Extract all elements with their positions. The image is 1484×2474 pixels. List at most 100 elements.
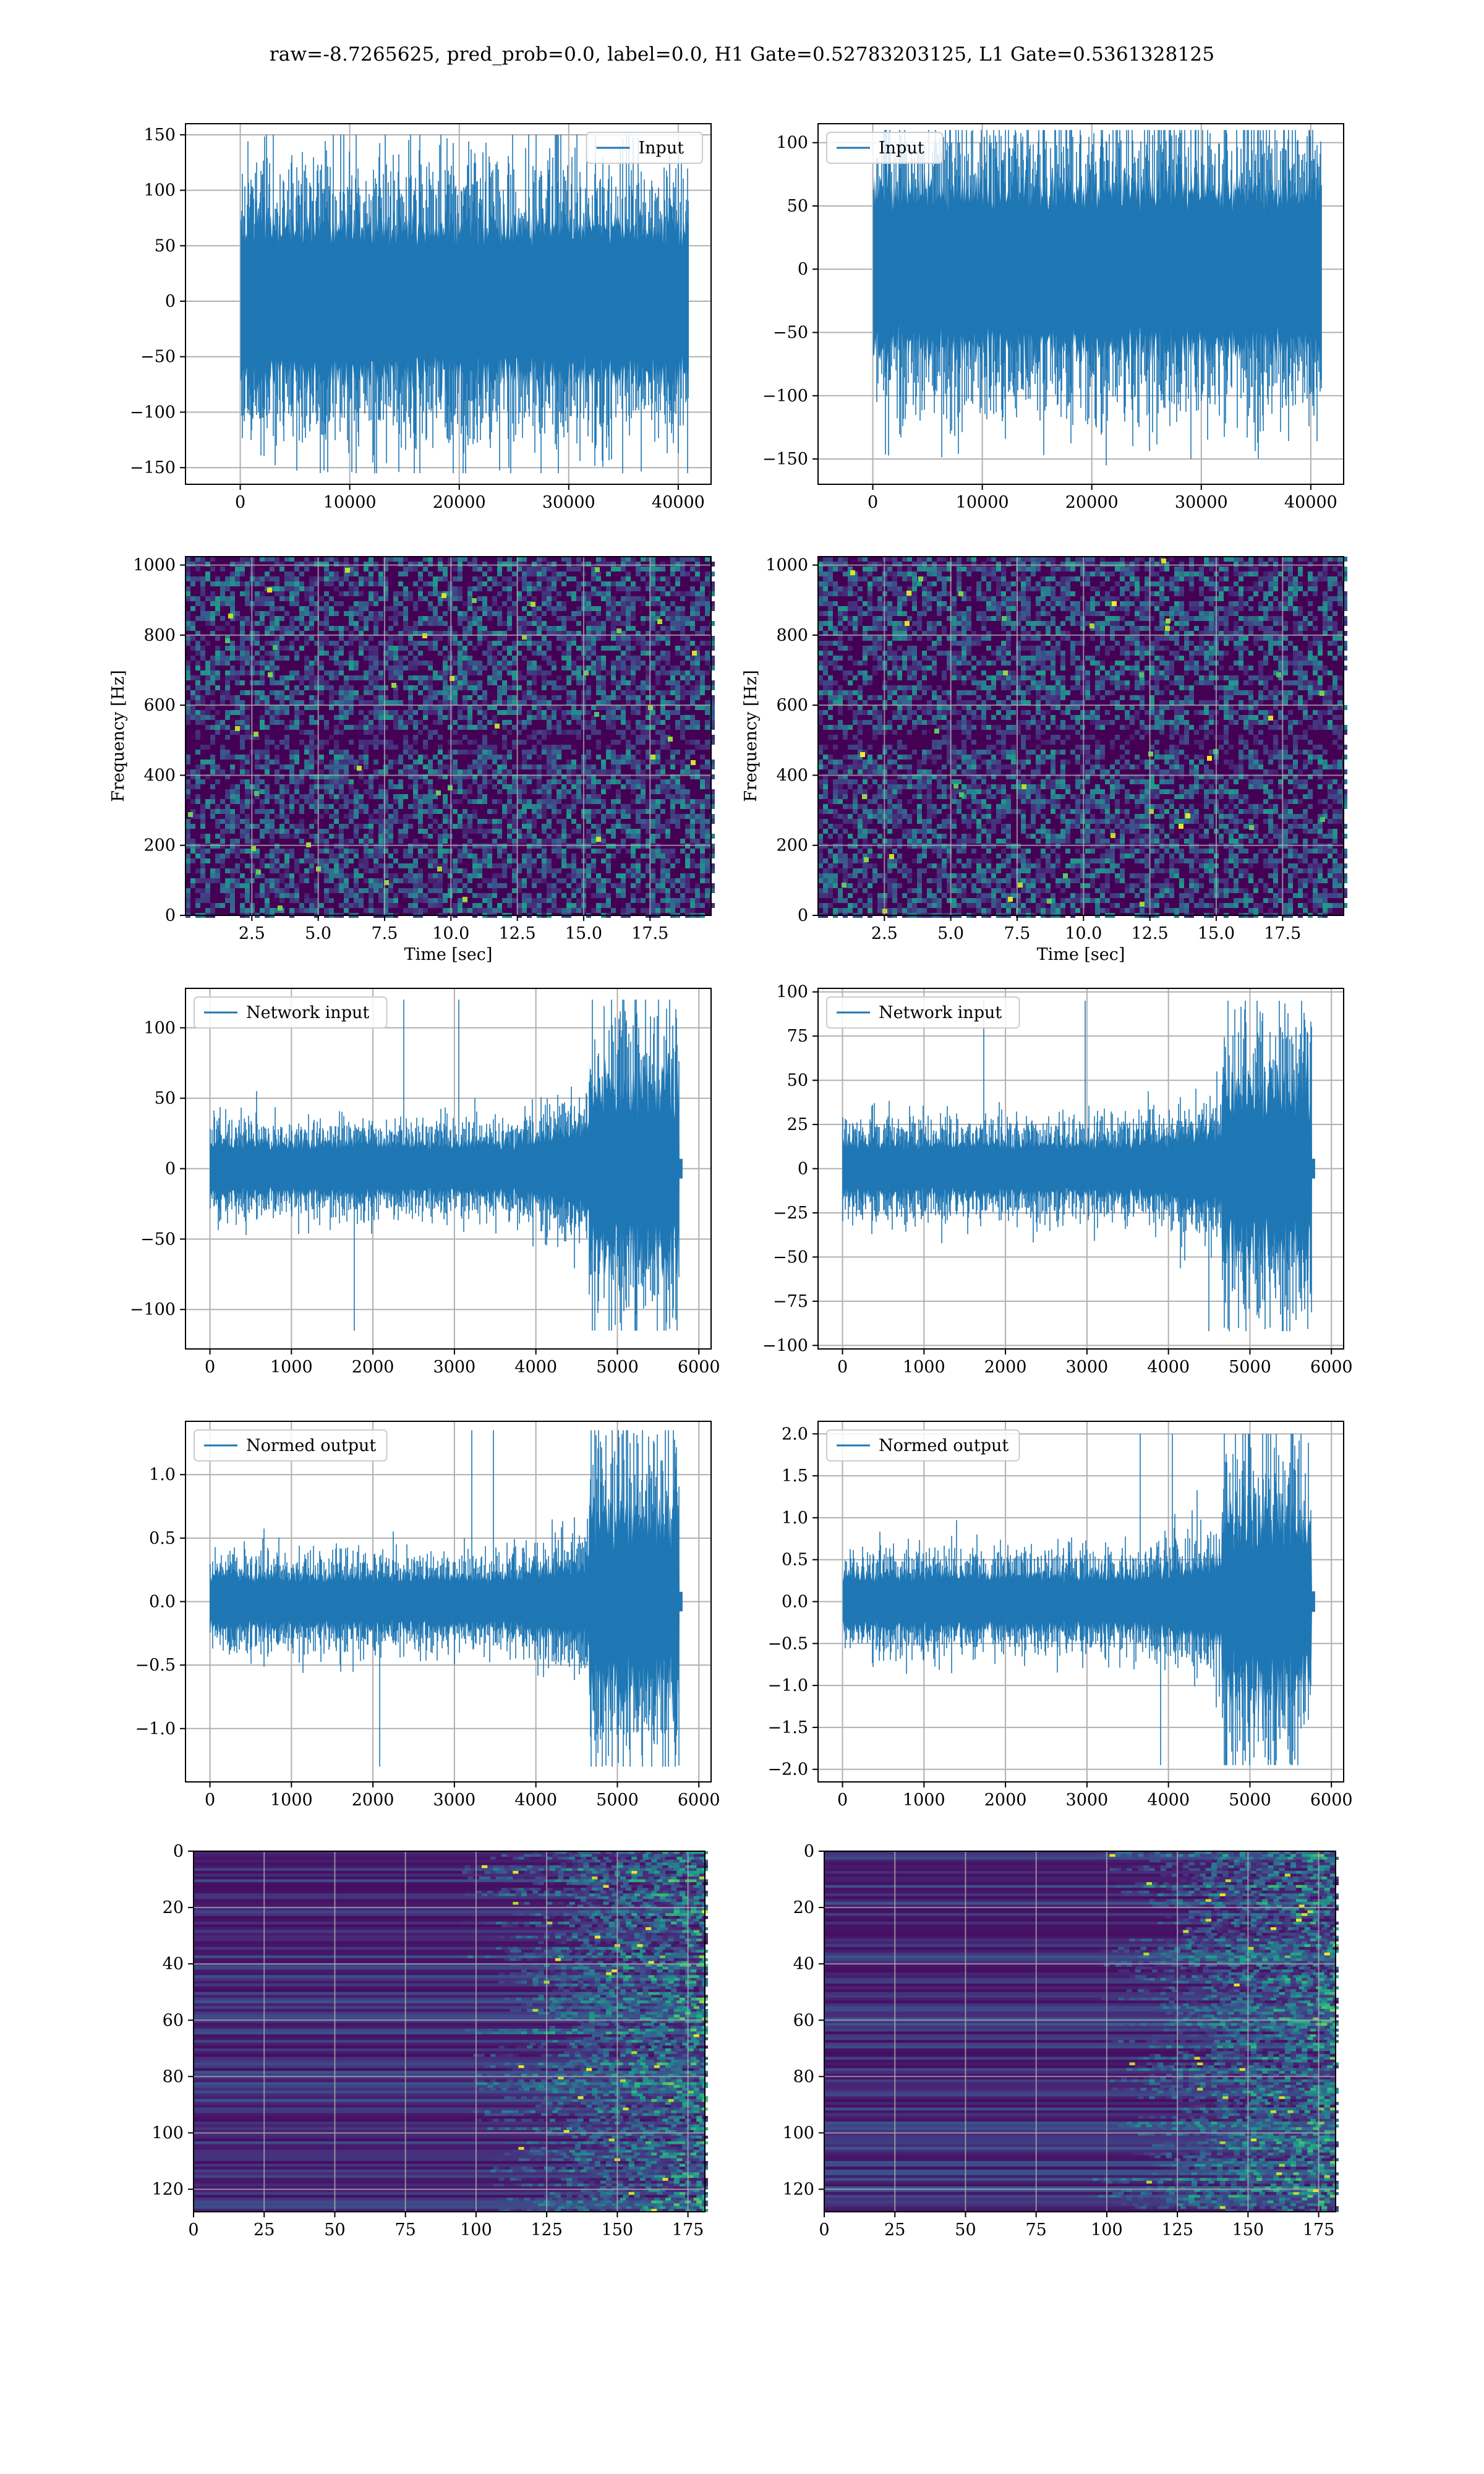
x-tick-label: 7.5: [371, 924, 398, 943]
x-tick-label: 150: [1232, 2220, 1264, 2240]
y-tick-label: −50: [140, 348, 176, 367]
y-tick-label: 1000: [765, 556, 808, 575]
x-tick-label: 2.5: [239, 924, 265, 943]
legend-label: Normed output: [246, 1436, 376, 1455]
axes-frame: [817, 123, 1344, 485]
y-axis-label: Frequency [Hz]: [109, 670, 128, 802]
x-tick-label: 30000: [1175, 493, 1228, 512]
x-tick-label: 5000: [1229, 1791, 1271, 1810]
y-tick-label: 2.0: [782, 1424, 808, 1444]
x-tick-label: 20000: [1065, 493, 1119, 512]
y-tick-label: 0: [173, 1842, 184, 1861]
x-tick-label: 175: [1303, 2220, 1335, 2240]
axes-frame: [193, 1851, 706, 2212]
signal-spikes: [842, 1001, 1313, 1332]
x-tick-label: 50: [324, 2220, 345, 2240]
x-tick-label: 2000: [984, 1358, 1027, 1377]
x-tick-label: 50: [955, 2220, 976, 2240]
y-tick-label: 1.5: [782, 1466, 808, 1486]
x-tick-label: 5000: [596, 1358, 639, 1377]
h1-spectrogram-chart: 2.5 5.0 7.5 10.0 12.5 15.0 17.5 0 200 400 600 800 10…: [109, 556, 715, 964]
x-tick-label: 2000: [352, 1791, 394, 1810]
y-tick-label: 1.0: [149, 1465, 176, 1484]
axes-frame: [817, 1421, 1344, 1783]
y-tick-label: 400: [776, 766, 808, 785]
y-tick-label: 0: [798, 1160, 808, 1179]
x-tick-label: 5000: [596, 1791, 639, 1810]
x-tick-label: 10.0: [1065, 924, 1102, 943]
y-tick-label: 50: [787, 1071, 808, 1090]
x-tick-label: 0: [188, 2220, 198, 2240]
x-tick-label: 0: [205, 1791, 215, 1810]
x-tick-label: 12.5: [499, 924, 536, 943]
y-tick-label: 75: [787, 1027, 808, 1046]
x-tick-label: 0: [837, 1791, 848, 1810]
x-tick-label: 3000: [433, 1358, 476, 1377]
legend: Network input: [826, 996, 1020, 1029]
y-tick-label: 1000: [133, 556, 176, 575]
x-tick-label: 10.0: [432, 924, 469, 943]
signal-spikes: [241, 134, 689, 474]
y-tick-label: 100: [151, 2123, 184, 2142]
legend-label: Network input: [879, 1003, 1002, 1022]
y-axis-label: Frequency [Hz]: [741, 670, 761, 802]
x-tick-label: 6000: [678, 1358, 720, 1377]
y-tick-label: 25: [787, 1115, 808, 1134]
x-tick-label: 175: [672, 2220, 704, 2240]
x-tick-label: 20000: [433, 493, 486, 512]
y-tick-label: 50: [787, 197, 808, 216]
legend: Input: [586, 132, 703, 164]
x-tick-label: 2000: [352, 1358, 394, 1377]
h1-input-chart: 0 10000 20000 30000 40000 −150 −100 −50 0 50 100 15…: [130, 123, 712, 512]
feature-map-cells: [824, 1851, 1339, 2212]
y-tick-label: 50: [155, 1089, 176, 1108]
l1-input-chart: 0 10000 20000 30000 40000 −150 −100 −50 0 50 100 In…: [762, 123, 1344, 512]
y-tick-label: 0.5: [149, 1529, 176, 1548]
grid-lines: [193, 1851, 705, 2212]
x-tick-label: 0: [837, 1358, 848, 1377]
signal-tail: [679, 1591, 683, 1612]
legend-label: Input: [639, 139, 684, 158]
y-tick-label: 200: [143, 836, 176, 855]
legend: Normed output: [826, 1429, 1020, 1462]
x-tick-label: 4000: [1147, 1358, 1190, 1377]
y-tick-label: 80: [163, 2067, 184, 2086]
y-tick-label: 600: [143, 696, 176, 715]
x-tick-label: 3000: [1066, 1358, 1109, 1377]
signal-tail: [1311, 1591, 1315, 1612]
y-tick-label: 120: [782, 2180, 814, 2199]
y-tick-label: −50: [140, 1230, 176, 1249]
spectrogram-cells: [818, 557, 1347, 918]
signal-tail: [1311, 1158, 1315, 1179]
y-tick-label: −100: [130, 1300, 176, 1319]
y-tick-label: 100: [143, 1019, 176, 1038]
signal-band: [843, 1485, 1312, 1718]
y-tick-label: −75: [773, 1292, 808, 1311]
x-tick-label: 30000: [542, 493, 595, 512]
y-tick-label: 200: [776, 836, 808, 855]
axes-frame: [824, 1851, 1336, 2212]
y-tick-label: 20: [793, 1898, 814, 1917]
x-tick-label: 100: [1091, 2220, 1123, 2240]
x-tick-label: 40000: [652, 493, 705, 512]
h1-normed-output-chart: 0 1000 2000 3000 4000 5000 6000 −1.0 −0.5 0.0 0.5 1…: [135, 1421, 720, 1810]
y-tick-label: −50: [773, 323, 808, 343]
axes-frame: [185, 123, 712, 485]
y-tick-label: 150: [143, 126, 176, 145]
x-tick-label: 15.0: [565, 924, 602, 943]
y-tick-label: −100: [130, 403, 176, 422]
y-tick-label: 60: [793, 2011, 814, 2030]
y-tick-label: 0.0: [149, 1593, 176, 1612]
x-tick-label: 25: [884, 2220, 905, 2240]
x-tick-label: 100: [460, 2220, 492, 2240]
x-tick-label: 7.5: [1004, 924, 1030, 943]
y-tick-label: 0.5: [782, 1551, 808, 1570]
x-tick-label: 10000: [956, 493, 1009, 512]
y-tick-label: 800: [143, 626, 176, 645]
x-tick-label: 1000: [270, 1358, 313, 1377]
x-tick-label: 2000: [984, 1791, 1027, 1810]
x-axis-label: Time [sec]: [1037, 945, 1125, 964]
y-tick-label: −1.0: [767, 1676, 808, 1695]
x-tick-label: 6000: [678, 1791, 720, 1810]
